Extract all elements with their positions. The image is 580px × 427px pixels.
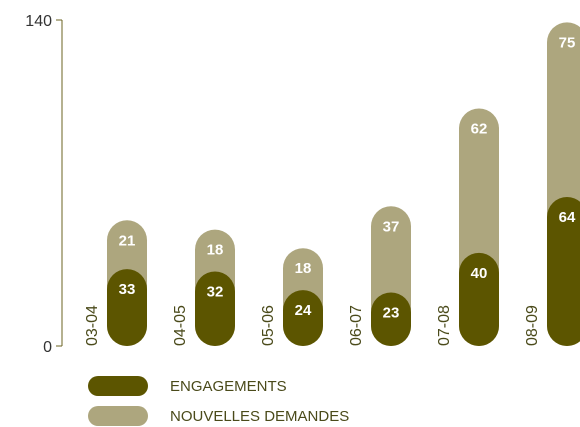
legend-label-nouvelles-demandes: NOUVELLES DEMANDES [170,408,349,425]
bar-value-engagements: 64 [559,209,576,226]
bar-value-nouvelles-demandes: 18 [295,260,312,277]
legend-swatch-nouvelles-demandes [88,406,148,426]
bar-engagements [283,290,323,346]
category-label: 05-06 [260,305,277,346]
category-label: 06-07 [348,305,365,346]
bar-value-engagements: 40 [471,265,488,282]
bar-engagements [371,292,411,346]
legend-label-engagements: ENGAGEMENTS [170,378,287,395]
bar-value-nouvelles-demandes: 37 [383,218,400,235]
bar-engagements [107,269,147,346]
bars-group: 21 33 03-04 18 32 04-05 18 24 05-06 37 23 06-07 62 40… [84,22,580,346]
y-tick-label-max: 140 [25,13,52,30]
category-label: 04-05 [172,305,189,346]
bar-engagements [547,196,580,346]
bar-engagements [459,252,499,346]
bar-value-engagements: 24 [295,302,312,319]
bar-value-nouvelles-demandes: 18 [207,242,224,259]
bar-value-nouvelles-demandes: 21 [119,232,136,249]
bar-value-engagements: 33 [119,281,136,298]
category-label: 08-09 [524,305,541,346]
bar-value-engagements: 23 [383,304,400,321]
category-label: 03-04 [84,305,101,346]
y-tick-label-min: 0 [43,339,52,356]
category-label: 07-08 [436,305,453,346]
bar-value-engagements: 32 [207,283,224,300]
bar-engagements [195,271,235,346]
legend-swatch-engagements [88,376,148,396]
bar-value-nouvelles-demandes: 75 [559,34,576,51]
legend: ENGAGEMENTS NOUVELLES DEMANDES [88,376,349,426]
bar-value-nouvelles-demandes: 62 [471,120,488,137]
